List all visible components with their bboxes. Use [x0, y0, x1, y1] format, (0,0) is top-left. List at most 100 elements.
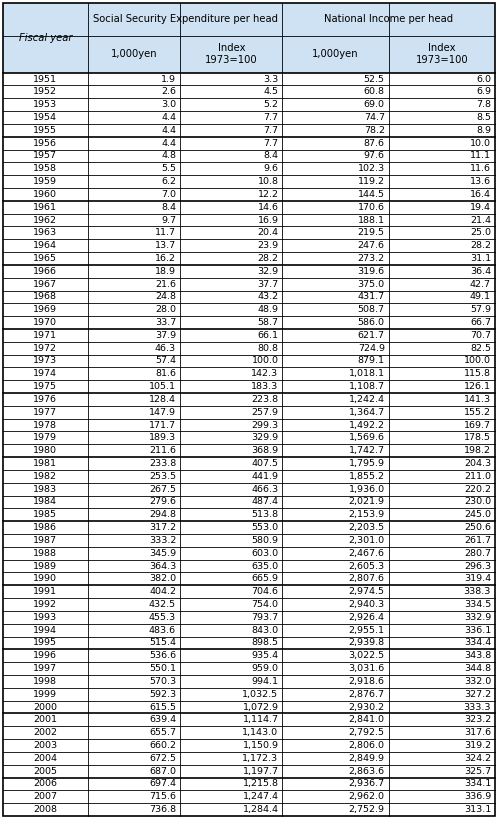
Text: 2003: 2003	[33, 741, 57, 750]
Text: 660.2: 660.2	[149, 741, 176, 750]
Text: 2,940.3: 2,940.3	[349, 600, 385, 609]
Bar	[3, 3, 495, 73]
Text: 570.3: 570.3	[149, 677, 176, 686]
Text: 603.0: 603.0	[251, 549, 278, 558]
Text: 455.3: 455.3	[149, 613, 176, 622]
Text: 1,492.2: 1,492.2	[349, 421, 385, 430]
Text: 1952: 1952	[33, 88, 57, 97]
Text: 508.7: 508.7	[358, 305, 385, 314]
Text: 2,939.8: 2,939.8	[349, 639, 385, 648]
Text: 1,247.4: 1,247.4	[243, 792, 278, 801]
Text: 1984: 1984	[33, 497, 57, 506]
Text: 5.2: 5.2	[263, 100, 278, 109]
Text: 211.0: 211.0	[464, 472, 491, 481]
Text: 1991: 1991	[33, 587, 57, 596]
Text: 1998: 1998	[33, 677, 57, 686]
Text: 1994: 1994	[33, 626, 57, 635]
Text: 1974: 1974	[33, 369, 57, 378]
Text: 7.8: 7.8	[476, 100, 491, 109]
Text: 2,849.9: 2,849.9	[349, 753, 385, 762]
Text: 21.4: 21.4	[470, 215, 491, 224]
Text: 332.9: 332.9	[464, 613, 491, 622]
Text: 66.1: 66.1	[257, 331, 278, 340]
Text: 793.7: 793.7	[251, 613, 278, 622]
Text: 1,000yen: 1,000yen	[312, 49, 359, 59]
Text: 267.5: 267.5	[149, 485, 176, 494]
Text: 754.0: 754.0	[251, 600, 278, 609]
Text: 250.6: 250.6	[464, 523, 491, 532]
Text: 2008: 2008	[33, 805, 57, 814]
Text: 2000: 2000	[33, 703, 57, 712]
Text: 31.1: 31.1	[470, 254, 491, 263]
Text: 586.0: 586.0	[358, 318, 385, 327]
Text: 257.9: 257.9	[251, 408, 278, 417]
Text: 343.8: 343.8	[464, 651, 491, 660]
Text: 4.8: 4.8	[161, 152, 176, 161]
Text: 1972: 1972	[33, 344, 57, 353]
Text: 1980: 1980	[33, 446, 57, 455]
Text: 294.8: 294.8	[149, 510, 176, 519]
Text: 2,841.0: 2,841.0	[349, 715, 385, 724]
Text: 46.3: 46.3	[155, 344, 176, 353]
Text: 431.7: 431.7	[358, 292, 385, 301]
Text: 1,072.9: 1,072.9	[243, 703, 278, 712]
Text: 2,962.0: 2,962.0	[349, 792, 385, 801]
Text: 6.2: 6.2	[161, 177, 176, 186]
Text: 1954: 1954	[33, 113, 57, 122]
Text: 70.7: 70.7	[470, 331, 491, 340]
Text: 178.5: 178.5	[464, 433, 491, 442]
Text: 1951: 1951	[33, 75, 57, 84]
Text: 299.3: 299.3	[251, 421, 278, 430]
Text: 60.8: 60.8	[364, 88, 385, 97]
Text: 1968: 1968	[33, 292, 57, 301]
Text: 9.6: 9.6	[263, 165, 278, 174]
Text: 28.2: 28.2	[470, 241, 491, 250]
Text: 42.7: 42.7	[470, 279, 491, 288]
Text: 1,284.4: 1,284.4	[243, 805, 278, 814]
Text: 1995: 1995	[33, 639, 57, 648]
Text: 1,364.7: 1,364.7	[349, 408, 385, 417]
Text: 16.2: 16.2	[155, 254, 176, 263]
Text: 1,197.7: 1,197.7	[243, 767, 278, 776]
Text: 1960: 1960	[33, 190, 57, 199]
Text: 189.3: 189.3	[149, 433, 176, 442]
Text: 959.0: 959.0	[251, 664, 278, 673]
Text: 28.2: 28.2	[257, 254, 278, 263]
Text: 211.6: 211.6	[149, 446, 176, 455]
Text: 1,000yen: 1,000yen	[111, 49, 157, 59]
Text: 1993: 1993	[33, 613, 57, 622]
Text: 1,242.4: 1,242.4	[349, 395, 385, 404]
Text: 1955: 1955	[33, 126, 57, 135]
Text: 592.3: 592.3	[149, 690, 176, 699]
Text: 1956: 1956	[33, 138, 57, 147]
Text: 1.9: 1.9	[161, 75, 176, 84]
Text: 8.9: 8.9	[476, 126, 491, 135]
Text: 724.9: 724.9	[358, 344, 385, 353]
Text: 317.2: 317.2	[149, 523, 176, 532]
Text: 204.3: 204.3	[464, 459, 491, 468]
Text: 336.1: 336.1	[464, 626, 491, 635]
Text: 69.0: 69.0	[364, 100, 385, 109]
Text: 37.7: 37.7	[257, 279, 278, 288]
Text: 336.9: 336.9	[464, 792, 491, 801]
Text: 14.6: 14.6	[257, 202, 278, 211]
Text: 1977: 1977	[33, 408, 57, 417]
Text: 24.8: 24.8	[155, 292, 176, 301]
Text: 2002: 2002	[33, 728, 57, 737]
Text: 1,172.3: 1,172.3	[243, 753, 278, 762]
Text: 313.1: 313.1	[464, 805, 491, 814]
Text: 736.8: 736.8	[149, 805, 176, 814]
Text: 704.6: 704.6	[251, 587, 278, 596]
Text: 1997: 1997	[33, 664, 57, 673]
Text: 324.2: 324.2	[464, 753, 491, 762]
Text: 6.0: 6.0	[476, 75, 491, 84]
Text: 323.2: 323.2	[464, 715, 491, 724]
Text: 2,807.6: 2,807.6	[349, 574, 385, 583]
Text: 58.7: 58.7	[257, 318, 278, 327]
Text: 621.7: 621.7	[358, 331, 385, 340]
Text: 1961: 1961	[33, 202, 57, 211]
Text: 223.8: 223.8	[251, 395, 278, 404]
Text: 100.0: 100.0	[464, 356, 491, 365]
Text: 327.2: 327.2	[464, 690, 491, 699]
Text: 169.7: 169.7	[464, 421, 491, 430]
